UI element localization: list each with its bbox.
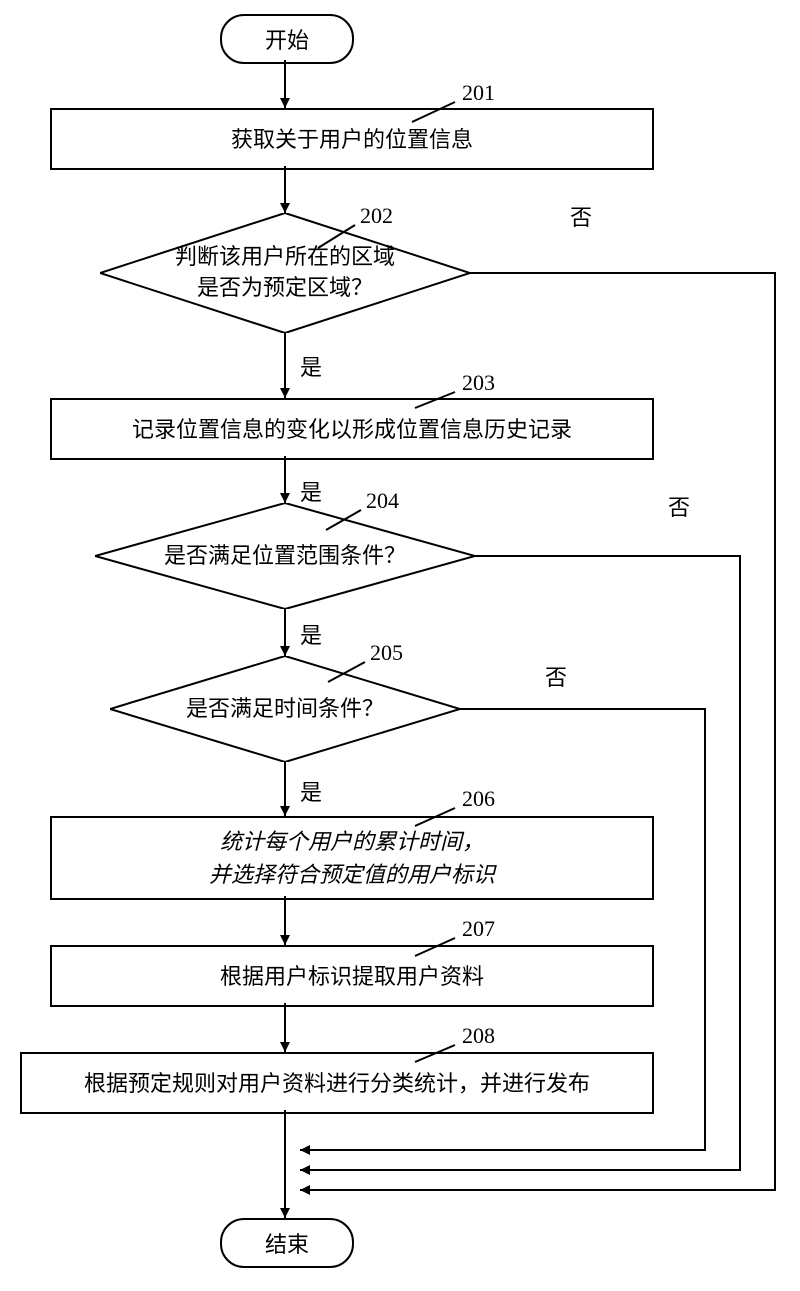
node-p203-text: 记录位置信息的变化以形成位置信息历史记录 (132, 413, 572, 446)
node-p206: 统计每个用户的累计时间， 并选择符合预定值的用户标识 (50, 816, 654, 900)
node-d204: 是否满足位置范围条件？ (95, 503, 475, 609)
node-end: 结束 (220, 1218, 354, 1268)
node-end-text: 结束 (265, 1227, 309, 1259)
node-d204-text: 是否满足位置范围条件？ (95, 503, 475, 609)
node-p208-text: 根据预定规则对用户资料进行分类统计，并进行发布 (84, 1067, 590, 1100)
ref-206: 206 (462, 786, 495, 812)
node-d205: 是否满足时间条件？ (110, 656, 460, 762)
node-d202-text: 判断该用户所在的区域 是否为预定区域？ (100, 213, 470, 333)
node-d205-text: 是否满足时间条件？ (110, 656, 460, 762)
label-d204-yes: 是 (300, 618, 322, 650)
node-p201-text: 获取关于用户的位置信息 (231, 123, 473, 156)
node-p208: 根据预定规则对用户资料进行分类统计，并进行发布 (20, 1052, 654, 1114)
flowchart-canvas: 开始 获取关于用户的位置信息 判断该用户所在的区域 是否为预定区域？ 记录位置信… (0, 0, 800, 1291)
ref-204: 204 (366, 488, 399, 514)
node-p206-text: 统计每个用户的累计时间， 并选择符合预定值的用户标识 (209, 825, 495, 891)
label-d202-yes: 是 (300, 350, 322, 382)
ref-201: 201 (462, 80, 495, 106)
ref-207: 207 (462, 916, 495, 942)
ref-203: 203 (462, 370, 495, 396)
label-d205-yes: 是 (300, 775, 322, 807)
node-p207-text: 根据用户标识提取用户资料 (220, 960, 484, 993)
label-d205-no: 否 (545, 660, 567, 692)
node-start: 开始 (220, 14, 354, 64)
node-start-text: 开始 (265, 23, 309, 55)
ref-202: 202 (360, 203, 393, 229)
label-d204-yes-top: 是 (300, 475, 322, 507)
ref-205: 205 (370, 640, 403, 666)
ref-208: 208 (462, 1023, 495, 1049)
label-d204-no: 否 (668, 490, 690, 522)
label-d202-no: 否 (570, 200, 592, 232)
node-p203: 记录位置信息的变化以形成位置信息历史记录 (50, 398, 654, 460)
node-p201: 获取关于用户的位置信息 (50, 108, 654, 170)
node-p207: 根据用户标识提取用户资料 (50, 945, 654, 1007)
node-d202: 判断该用户所在的区域 是否为预定区域？ (100, 213, 470, 333)
